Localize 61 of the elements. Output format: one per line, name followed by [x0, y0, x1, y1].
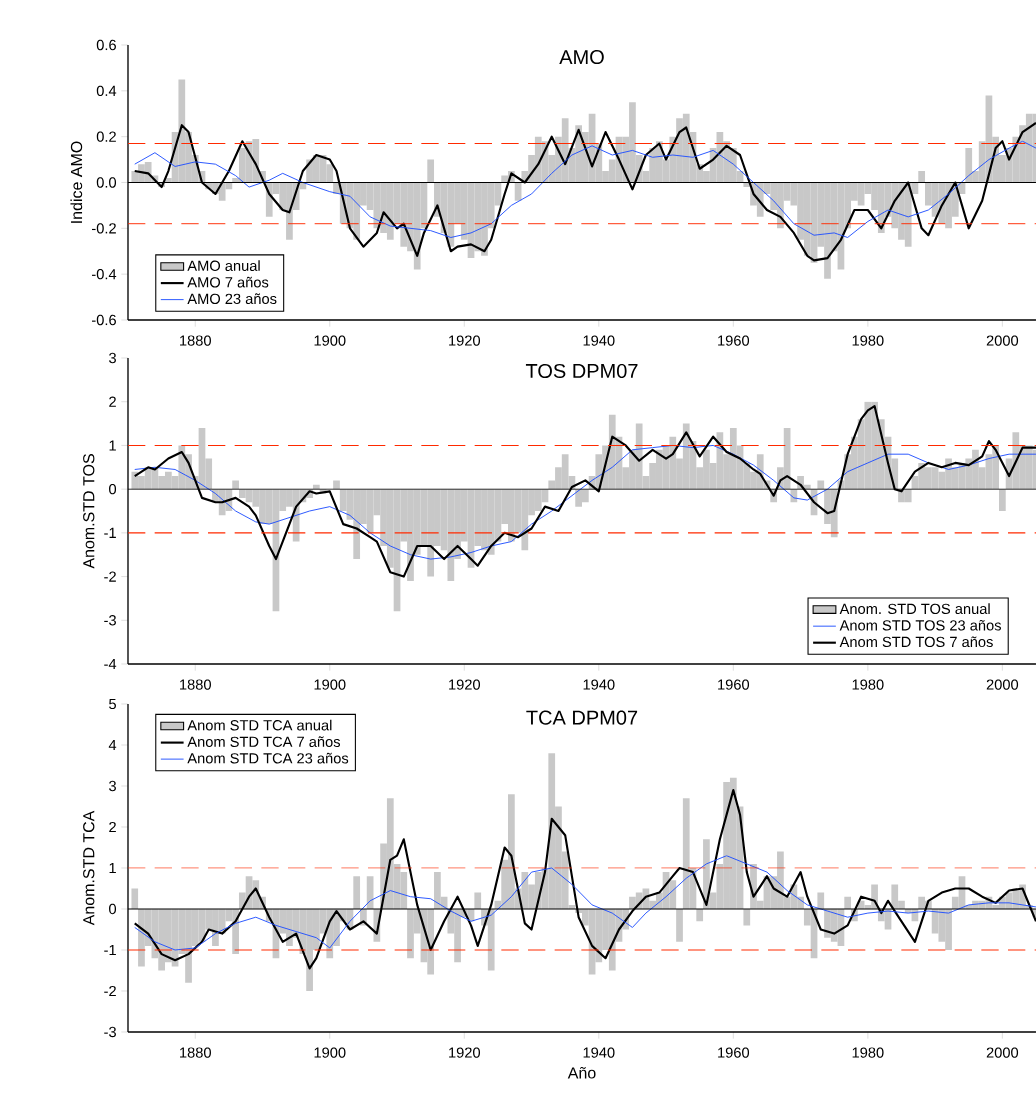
y-tick-label: 0.2 — [96, 131, 116, 142]
x-tick-label: 1940 — [583, 679, 615, 690]
x-tick-label: 1980 — [852, 335, 884, 346]
legend-label: Anom STD TOS 23 años — [839, 619, 1001, 631]
x-tick-label: 1960 — [718, 335, 750, 346]
x-tick-label: 2000 — [986, 1047, 1019, 1058]
y-tick-label: -4 — [104, 658, 117, 670]
y-axis-title: Anom.STD TCA — [83, 810, 95, 926]
x-tick-label: 1940 — [583, 335, 615, 346]
y-axis-title: Anom.STD TOS — [83, 454, 95, 569]
y-tick-label: 2 — [109, 396, 116, 407]
legend-label: Anom STD TOS 7 años — [839, 636, 993, 648]
y-tick-label: 1 — [109, 862, 116, 874]
y-tick-label: 0 — [109, 483, 117, 495]
chart-title: AMO — [559, 49, 604, 65]
y-tick-label: 2 — [109, 821, 116, 833]
y-tick-label: 1 — [109, 440, 116, 451]
y-tick-label: -2 — [104, 985, 116, 997]
y-tick-label: 0.0 — [96, 177, 117, 188]
legend-label: Anom. STD TOS anual — [839, 603, 990, 615]
x-tick-label: 1880 — [180, 1047, 211, 1058]
y-axis-title: Indice AMO — [70, 141, 83, 223]
legend-label: Anom STD TCA 23 años — [187, 752, 349, 764]
y-tick-label: 4 — [108, 739, 117, 751]
y-tick-label: 0 — [109, 903, 117, 915]
y-tick-label: -3 — [104, 615, 116, 626]
x-tick-label: 1880 — [180, 679, 211, 690]
y-tick-label: 3 — [109, 780, 116, 792]
x-tick-label: 1940 — [583, 1047, 615, 1058]
x-tick-label: 1900 — [314, 335, 346, 346]
y-tick-label: 0.6 — [96, 39, 116, 51]
y-tick-label: -0.4 — [92, 268, 117, 280]
x-tick-label: 1900 — [314, 679, 346, 690]
y-tick-label: -0.6 — [92, 314, 116, 326]
x-tick-label: 1920 — [449, 1047, 481, 1058]
y-tick-label: 5 — [109, 698, 116, 710]
x-tick-label: 1980 — [852, 679, 884, 690]
y-tick-label: -3 — [104, 1026, 116, 1038]
x-tick-label: 2000 — [986, 679, 1019, 690]
legend-label: AMO 23 años — [187, 293, 277, 305]
y-tick-label: -1 — [104, 944, 116, 956]
x-axis-title: Año — [567, 1066, 596, 1079]
x-tick-label: 1960 — [718, 679, 750, 690]
y-tick-label: 3 — [109, 352, 116, 364]
x-tick-label: 1980 — [852, 1047, 884, 1058]
legend-label: AMO anual — [187, 260, 260, 271]
chart-title: TCA DPM07 — [526, 710, 638, 725]
x-tick-label: 1960 — [718, 1047, 750, 1058]
x-tick-label: 1900 — [314, 1047, 346, 1058]
y-tick-label: -0.2 — [92, 223, 116, 234]
x-tick-label: 1880 — [180, 335, 211, 346]
x-tick-label: 2000 — [986, 335, 1019, 346]
legend-label: Anom STD TCA anual — [187, 719, 332, 731]
y-tick-label: -2 — [104, 571, 116, 582]
x-tick-label: 1920 — [449, 679, 481, 690]
legend-label: Anom STD TCA 7 años — [187, 736, 341, 747]
y-tick-label: -1 — [104, 527, 116, 538]
x-tick-label: 1920 — [449, 335, 481, 346]
chart-title: TOS DPM07 — [525, 363, 638, 379]
y-tick-label: 0.4 — [96, 85, 117, 97]
legend-label: AMO 7 años — [187, 276, 269, 288]
